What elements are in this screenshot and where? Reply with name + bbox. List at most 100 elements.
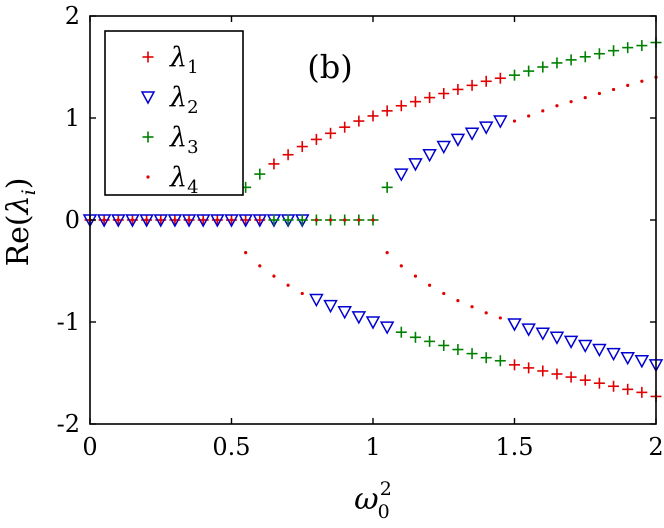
data-point bbox=[507, 318, 522, 332]
data-point bbox=[634, 355, 650, 369]
data-point bbox=[579, 51, 591, 63]
data-point bbox=[551, 368, 563, 380]
legend-box bbox=[104, 30, 244, 196]
data-point bbox=[583, 96, 587, 100]
data-point bbox=[551, 57, 563, 69]
data-point bbox=[626, 83, 630, 87]
data-point bbox=[456, 298, 460, 303]
data-point bbox=[535, 327, 551, 341]
data-point bbox=[611, 87, 616, 92]
data-point bbox=[493, 115, 508, 129]
data-point bbox=[484, 311, 488, 315]
data-point bbox=[593, 48, 605, 60]
x-tick-label: 2 bbox=[648, 433, 663, 461]
data-point bbox=[282, 214, 294, 226]
data-point bbox=[325, 127, 337, 139]
x-tick-label: 0.5 bbox=[212, 433, 250, 461]
data-point bbox=[452, 344, 464, 356]
data-point bbox=[608, 380, 620, 392]
data-point bbox=[452, 83, 464, 95]
data-point bbox=[620, 351, 635, 366]
data-point bbox=[478, 121, 494, 135]
y-axis-title: Re(λi) bbox=[1, 178, 40, 267]
data-point bbox=[537, 365, 549, 377]
data-point bbox=[268, 158, 280, 170]
data-point bbox=[541, 109, 545, 113]
legend-label-3: λ3 bbox=[169, 122, 199, 158]
data-point bbox=[563, 335, 579, 349]
data-point bbox=[381, 105, 393, 117]
data-point bbox=[527, 114, 531, 118]
data-point bbox=[436, 140, 452, 155]
data-point bbox=[385, 251, 389, 255]
data-point bbox=[367, 110, 379, 122]
data-point bbox=[116, 218, 120, 222]
data-point bbox=[450, 133, 466, 147]
data-point bbox=[181, 214, 197, 228]
data-point bbox=[310, 133, 322, 145]
data-point bbox=[494, 72, 506, 84]
x-axis-title-base: ω bbox=[354, 482, 378, 517]
y-tick-label: -1 bbox=[57, 308, 80, 336]
data-point bbox=[480, 352, 492, 364]
data-point bbox=[167, 214, 183, 228]
x-tick-label: 1 bbox=[365, 433, 380, 461]
data-point bbox=[282, 149, 294, 161]
legend-markers bbox=[140, 51, 156, 179]
legend-label-4: λ4 bbox=[169, 162, 199, 198]
data-point bbox=[272, 274, 276, 278]
data-point bbox=[422, 148, 437, 163]
data-point bbox=[395, 326, 407, 338]
data-point bbox=[413, 274, 418, 278]
data-point bbox=[224, 214, 239, 228]
data-point bbox=[569, 100, 573, 104]
data-point bbox=[409, 96, 421, 108]
data-point bbox=[353, 115, 365, 127]
data-point bbox=[96, 214, 112, 228]
data-point bbox=[494, 355, 506, 367]
x-tick-label: 0 bbox=[82, 433, 97, 461]
data-point bbox=[622, 42, 634, 54]
x-axis-title-sub: 0 bbox=[378, 501, 390, 523]
data-point bbox=[592, 343, 607, 358]
data-point bbox=[371, 218, 375, 222]
data-point bbox=[268, 214, 280, 226]
data-point bbox=[394, 168, 409, 182]
data-point bbox=[424, 335, 436, 347]
data-point bbox=[343, 218, 347, 222]
data-point bbox=[296, 141, 308, 153]
data-point bbox=[512, 119, 517, 123]
data-point bbox=[187, 218, 191, 222]
y-axis-title-var: λ bbox=[1, 195, 36, 215]
data-point bbox=[523, 65, 535, 77]
legend-marker-1 bbox=[142, 51, 154, 63]
data-point bbox=[464, 127, 480, 141]
data-point bbox=[480, 75, 492, 87]
data-point bbox=[424, 92, 436, 104]
data-point bbox=[323, 299, 338, 314]
y-axis-title-suffix: ) bbox=[1, 178, 36, 190]
data-point bbox=[521, 323, 536, 337]
data-point bbox=[337, 306, 352, 320]
data-point bbox=[381, 181, 393, 193]
data-point bbox=[498, 316, 502, 320]
data-point bbox=[399, 264, 403, 268]
data-point bbox=[408, 158, 423, 172]
x-tick-label: 1.5 bbox=[495, 433, 533, 461]
data-point bbox=[102, 218, 106, 222]
data-point bbox=[139, 214, 154, 228]
data-point bbox=[173, 218, 177, 222]
data-point bbox=[130, 218, 135, 222]
data-point bbox=[238, 214, 253, 228]
data-point bbox=[286, 283, 290, 287]
svg-text:Re(λi): Re(λi) bbox=[1, 178, 40, 267]
data-point bbox=[300, 291, 304, 296]
data-point bbox=[428, 283, 432, 287]
data-point bbox=[470, 305, 474, 309]
legend-label-1: λ1 bbox=[169, 42, 199, 78]
data-point bbox=[351, 311, 367, 325]
data-point bbox=[145, 218, 149, 222]
svg-text:ω02: ω02 bbox=[354, 478, 392, 523]
data-point bbox=[159, 218, 163, 222]
series-2 bbox=[82, 115, 664, 373]
